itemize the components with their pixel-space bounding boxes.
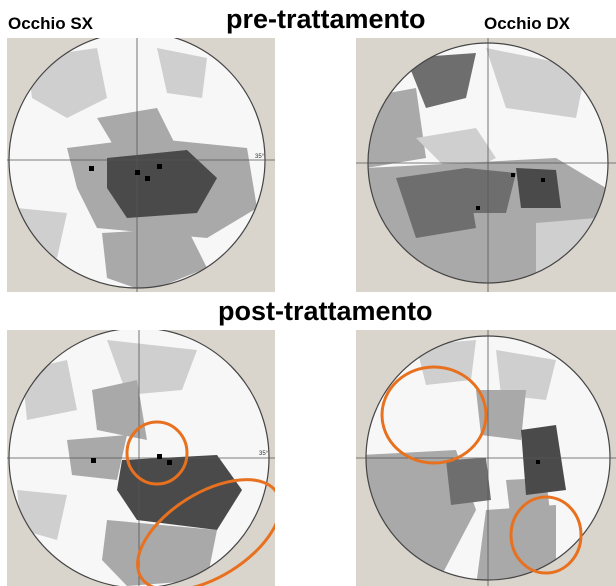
post-treatment-heading: post-trattamento [218, 296, 433, 326]
pre-treatment-heading: pre-trattamento [226, 4, 426, 34]
right-eye-label: Occhio DX [484, 14, 570, 33]
axis-degree-label: 35° [259, 451, 269, 457]
annotation-circle-superior [380, 365, 488, 465]
annotation-circle-inferior [509, 495, 583, 575]
visual-field-map: 35° [7, 38, 275, 292]
annotation-ellipse-inferior [136, 478, 275, 586]
visual-field-right-eye-pre [356, 38, 616, 292]
visual-field-left-eye-pre: 35° [7, 38, 275, 292]
field-defects [17, 340, 242, 586]
visual-field-map [356, 38, 616, 292]
axis-degree-label: 35° [255, 154, 265, 160]
visual-field-left-eye-post: 35° [7, 330, 275, 586]
visual-field-map [356, 330, 616, 586]
left-eye-label: Occhio SX [8, 14, 94, 33]
annotation-circle-central [125, 420, 189, 486]
visual-field-map: 35° [7, 330, 275, 586]
visual-field-right-eye-post [356, 330, 616, 586]
